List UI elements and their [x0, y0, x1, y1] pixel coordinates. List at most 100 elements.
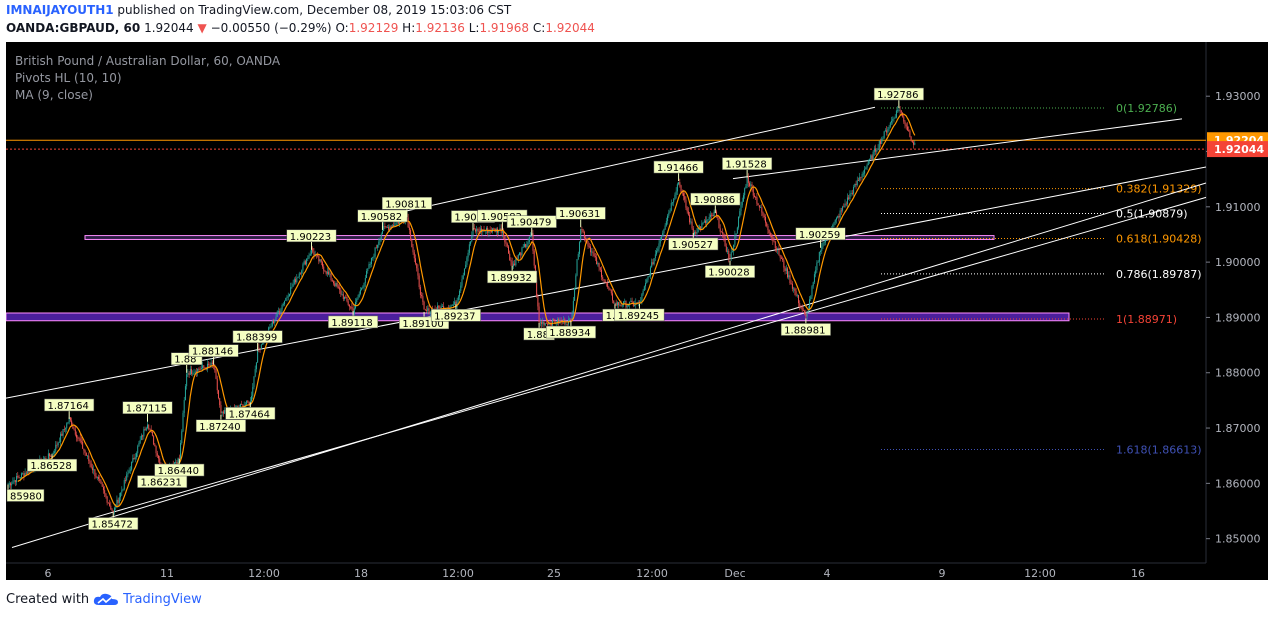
candle-body [674, 194, 676, 200]
trend-line[interactable] [11, 182, 1207, 548]
time-tick-label: 25 [547, 567, 561, 580]
candle-body [336, 282, 338, 287]
indicator-ma[interactable]: MA (9, close) [15, 88, 93, 102]
pivot-label-box[interactable] [381, 197, 432, 210]
time-tick-label: 6 [45, 567, 52, 580]
pivot-label-box[interactable] [188, 344, 239, 357]
candle-body [325, 271, 327, 274]
candle-body [660, 236, 662, 241]
candle-body [844, 203, 846, 207]
candle-body [465, 264, 467, 269]
time-tick-label: 12:00 [1024, 567, 1056, 580]
resistance-zone[interactable] [84, 235, 995, 240]
candle-body [795, 291, 797, 296]
pivot-label-box[interactable] [154, 463, 205, 477]
candle-body [155, 446, 157, 454]
candle-body [799, 303, 801, 306]
pivot-label-box[interactable] [653, 160, 704, 174]
candle-body [668, 212, 670, 216]
candle-body [913, 142, 915, 145]
pivot-label-box[interactable] [780, 323, 831, 336]
candle-body [121, 490, 123, 493]
candle-body [589, 246, 591, 253]
candle-body [870, 155, 872, 159]
trend-line[interactable] [91, 196, 1207, 519]
pivot-label-box[interactable] [873, 87, 924, 101]
tradingview-link[interactable]: TradingView [123, 592, 202, 607]
candle-body [889, 122, 891, 127]
candle-body [782, 258, 784, 261]
chart-title: British Pound / Australian Dollar, 60, O… [15, 54, 281, 68]
candle-body [342, 294, 344, 299]
pivot-label-box[interactable] [286, 229, 337, 243]
author-link[interactable]: IMNAIJAYOUTH1 [6, 3, 114, 17]
pivot-label-box[interactable] [44, 398, 95, 412]
candle-body [260, 344, 262, 350]
price-chart[interactable]: 1.85000 1.86000 1.87000 1.88000 1.89000 1.900… [5, 42, 1268, 580]
candle-body [286, 296, 288, 298]
candle-body [112, 510, 114, 512]
candle-body [626, 305, 628, 308]
candle-body [652, 262, 654, 265]
trend-line[interactable] [732, 118, 1183, 180]
chart-panel[interactable]: 1.85000 1.86000 1.87000 1.88000 1.89000 1.900… [5, 42, 1268, 580]
candle-body [815, 270, 817, 275]
candle-body [74, 429, 76, 435]
candle-body [505, 242, 507, 244]
candle-body [552, 318, 554, 326]
pivot-label-text: 1.87240 [199, 422, 240, 433]
candle-body [712, 214, 714, 217]
candle-body [883, 131, 885, 138]
pivot-label-box[interactable] [122, 401, 173, 414]
pivot-label-box[interactable] [555, 206, 606, 220]
pivot-label-box[interactable] [232, 330, 283, 343]
candle-body [128, 470, 130, 474]
candle-body [734, 234, 736, 245]
candle-body [837, 215, 839, 218]
candle-body [577, 253, 579, 260]
candle-body [220, 405, 222, 413]
candle-body [11, 483, 13, 486]
pivot-label-box[interactable] [506, 215, 557, 228]
indicator-pivots[interactable]: Pivots HL (10, 10) [15, 71, 122, 85]
pivot-label-box[interactable] [487, 270, 538, 284]
pivot-label-box[interactable] [705, 265, 755, 278]
pivot-label-box[interactable] [6, 489, 45, 502]
pivot-label-text: 1.8 [606, 311, 622, 322]
candle-body [854, 183, 856, 187]
candle-body [592, 251, 594, 254]
trend-line[interactable] [394, 106, 876, 214]
candle-body [319, 259, 321, 262]
candle-body [253, 376, 255, 388]
candle-body [778, 248, 780, 255]
candle-body [898, 109, 900, 111]
pivot-label-box[interactable] [545, 325, 596, 339]
candle-body [27, 469, 29, 474]
pivot-label-box[interactable] [795, 227, 846, 241]
pivot-label-box[interactable] [722, 157, 773, 170]
candle-body [910, 136, 912, 141]
pivot-label-box[interactable] [195, 419, 246, 433]
pivot-label-box[interactable] [27, 458, 78, 472]
pivot-label-box[interactable] [614, 308, 665, 322]
candle-body [696, 232, 698, 234]
support-zone[interactable] [5, 312, 1070, 322]
candle-body [702, 222, 704, 224]
pivot-label-box[interactable] [328, 315, 379, 329]
candle-body [839, 210, 841, 218]
pivot-label-box[interactable] [668, 237, 719, 251]
candle-body [175, 462, 177, 463]
pivot-label-box[interactable] [225, 407, 276, 420]
candle-body [460, 285, 462, 291]
candle-body [297, 276, 299, 278]
pivot-label-box[interactable] [690, 192, 741, 206]
pivot-label-box[interactable] [88, 517, 139, 530]
candle-body [581, 229, 583, 230]
candle-body [127, 473, 129, 475]
candle-body [730, 251, 732, 260]
candle-body [147, 424, 149, 429]
open-value: 1.92129 [348, 21, 399, 35]
candle-body [422, 296, 424, 302]
candle-body [276, 311, 278, 317]
pivot-label-box[interactable] [430, 309, 481, 322]
